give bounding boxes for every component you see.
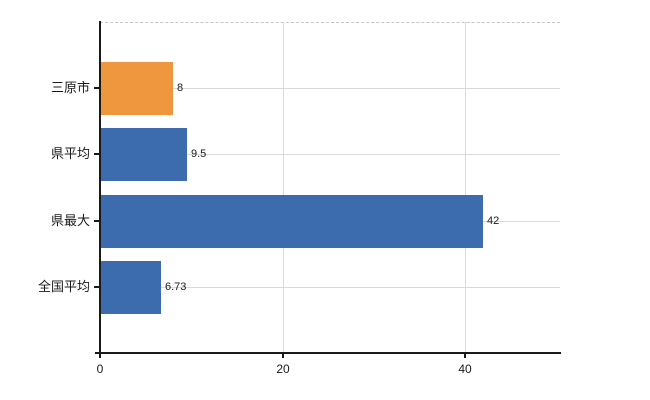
h-gridline (100, 154, 560, 155)
bar-2 (100, 127, 187, 181)
h-gridline (100, 287, 560, 288)
plot-top-border (100, 22, 560, 23)
x-axis-line (95, 352, 561, 354)
x-axis-tick-label: 20 (276, 362, 290, 376)
y-axis-tick (94, 286, 100, 288)
y-axis-label: 県最大 (50, 213, 90, 228)
y-axis-label: 全国平均 (37, 279, 90, 294)
x-axis-tick (464, 353, 466, 358)
bar-value-label: 9.5 (191, 148, 207, 160)
v-gridline (465, 22, 466, 353)
h-gridline (100, 88, 560, 89)
y-axis-label: 県平均 (50, 146, 90, 161)
bar-1 (100, 61, 173, 115)
bar-3 (100, 194, 483, 248)
x-axis-tick-label: 0 (96, 362, 104, 376)
y-axis-line (99, 21, 101, 353)
x-axis-tick (282, 353, 284, 358)
v-gridline (283, 22, 284, 353)
bar-value-label: 42 (487, 215, 500, 227)
y-axis-tick (94, 220, 100, 222)
y-axis-tick (94, 87, 100, 89)
x-axis-tick-label: 40 (458, 362, 472, 376)
y-axis-label: 三原市 (50, 80, 90, 95)
bar-value-label: 8 (177, 82, 184, 94)
y-axis-tick (94, 153, 100, 155)
x-axis-tick (99, 353, 101, 358)
bar-value-label: 6.73 (165, 281, 187, 293)
plot-area: 8 9.5 42 6.73 三原市県平均県最大全国平均 0 20 40 (38, 22, 560, 375)
bar-4 (100, 260, 161, 314)
